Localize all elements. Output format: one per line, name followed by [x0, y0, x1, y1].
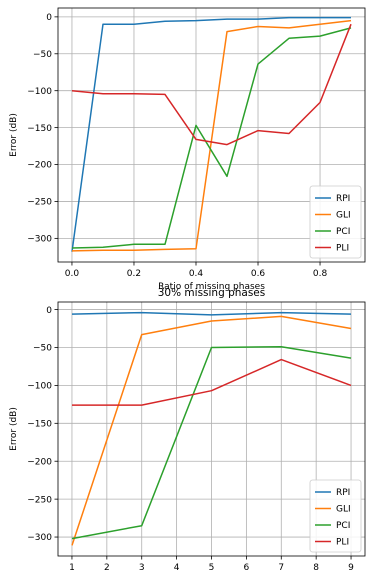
x-tick-label: 7: [278, 563, 284, 572]
x-tick-label: 5: [209, 563, 215, 572]
y-tick-label: −50: [33, 50, 52, 60]
y-tick-label: 0: [46, 306, 52, 316]
series-line-pci: [71, 345, 352, 540]
x-tick-label: 4: [174, 563, 180, 572]
y-tick-label: −100: [27, 87, 52, 97]
series-line-pci: [71, 27, 352, 249]
x-tick-label: 0.2: [127, 269, 141, 279]
series-line-pli: [71, 23, 352, 146]
y-axis-label: Error (dB): [9, 113, 19, 157]
legend-box: [309, 479, 362, 553]
legend-label-pci: PCI: [336, 227, 350, 237]
legend: RPI GLI PCI PLI: [309, 479, 362, 553]
legend-label-pli: PLI: [336, 244, 349, 254]
series-line-gli: [71, 19, 352, 252]
y-tick-label: −200: [27, 457, 52, 467]
x-tick-label: 0.6: [251, 269, 266, 279]
x-tick-label: 0.4: [189, 269, 204, 279]
legend-label-pci: PCI: [336, 521, 350, 531]
x-tick-label: 9: [348, 563, 354, 572]
x-tick-label: 8: [313, 563, 319, 572]
x-axis-label: Ratio of missing phases: [158, 282, 265, 292]
y-tick-label: −150: [27, 124, 52, 134]
y-tick-label: −250: [27, 198, 52, 208]
legend-label-gli: GLI: [336, 211, 351, 221]
x-tick-label: 6: [244, 563, 250, 572]
legend-label-rpi: RPI: [336, 488, 350, 498]
y-tick-label: −50: [33, 344, 52, 354]
series-line-pli: [72, 358, 352, 406]
y-tick-label: −250: [27, 495, 52, 505]
y-tick-label: −200: [27, 161, 52, 171]
y-axis-label: Error (dB): [9, 407, 19, 451]
legend-label-rpi: RPI: [336, 194, 350, 204]
y-tick-label: 0: [46, 13, 52, 23]
x-tick-label: 1: [69, 563, 75, 572]
x-tick-label: 0.0: [65, 269, 80, 279]
x-tick-label: 0.8: [313, 269, 328, 279]
legend-box: [309, 185, 362, 259]
y-tick-label: −100: [27, 382, 52, 392]
series-line-rpi: [71, 311, 352, 316]
x-tick-label: 2: [104, 563, 110, 572]
legend: RPI GLI PCI PLI: [309, 185, 362, 259]
chart-title: 30% missing phases: [158, 287, 266, 299]
y-tick-label: −150: [27, 420, 52, 430]
chart-1: 0.0 0.2 0.4 0.6 0.8 0 −50 −100 −150 −200 −250 −300 R…: [9, 7, 366, 292]
legend-label-gli: GLI: [336, 505, 351, 515]
legend-label-pli: PLI: [336, 538, 349, 548]
x-tick-label: 3: [139, 563, 145, 572]
y-tick-label: −300: [27, 235, 52, 245]
plot-frame: [57, 7, 366, 263]
y-tick-label: −300: [27, 533, 52, 543]
series-line-rpi: [71, 16, 351, 252]
